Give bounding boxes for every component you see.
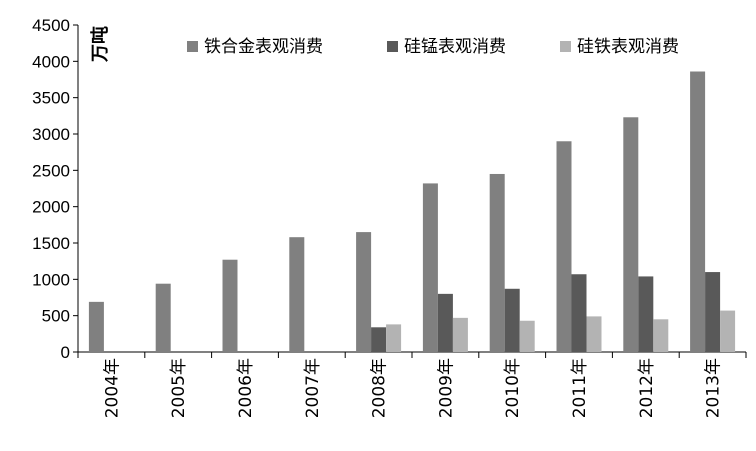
x-tick-label: 2011年 <box>570 358 590 418</box>
bar-3 <box>519 320 535 352</box>
y-tick-label: 1500 <box>32 234 70 253</box>
bar-3 <box>720 310 736 352</box>
x-tick-label: 2009年 <box>436 358 456 418</box>
bar-1 <box>289 237 305 352</box>
y-tick-label: 3000 <box>32 125 70 144</box>
x-tick-label: 2005年 <box>169 358 189 418</box>
bar-1 <box>422 183 438 352</box>
bar-1 <box>356 232 372 352</box>
bar-2 <box>437 293 453 352</box>
legend-swatch <box>187 41 198 52</box>
y-tick-label: 4000 <box>32 52 70 71</box>
bar-1 <box>690 71 706 353</box>
bar-2 <box>638 276 654 352</box>
legend: 铁合金表观消费 硅锰表观消费 硅铁表观消费 <box>187 37 679 57</box>
legend-swatch <box>387 41 398 52</box>
y-tick-label: 0 <box>61 343 70 362</box>
bar-3 <box>386 324 402 352</box>
bar-2 <box>371 327 387 352</box>
bar-3 <box>653 319 669 352</box>
legend-label: 铁合金表观消费 <box>204 37 323 57</box>
bar-3 <box>452 317 468 352</box>
bar-1 <box>222 259 238 352</box>
bar-2 <box>504 288 520 352</box>
y-tick-label: 2500 <box>32 161 70 180</box>
y-axis-unit-label: 万吨 <box>89 26 111 63</box>
bar-1 <box>88 301 104 352</box>
legend-label: 硅锰表观消费 <box>404 37 506 57</box>
bars <box>88 71 736 353</box>
x-tick-label: 2013年 <box>704 358 724 418</box>
bar-1 <box>155 283 171 352</box>
x-tick-label: 2007年 <box>303 358 323 418</box>
x-tick-label: 2012年 <box>637 358 657 418</box>
x-tick-label: 2004年 <box>102 358 122 418</box>
bar-2 <box>705 272 721 352</box>
y-tick-label: 3500 <box>32 89 70 108</box>
bar-2 <box>571 274 587 352</box>
legend-swatch <box>560 41 571 52</box>
bar-1 <box>489 173 505 352</box>
y-tick-label: 4500 <box>32 16 70 35</box>
y-tick-label: 500 <box>42 307 70 326</box>
bar-1 <box>556 141 572 352</box>
y-tick-label: 2000 <box>32 198 70 217</box>
y-tick-labels: 0 500 1000 1500 2000 2500 3000 3500 4000 4500 <box>32 16 70 362</box>
legend-label: 硅铁表观消费 <box>577 37 679 57</box>
x-tick-label: 2010年 <box>503 358 523 418</box>
x-tick-labels: 2004年 2005年 2006年 2007年 2008年 2009年 2010年 2011年… <box>102 358 723 418</box>
x-tick-label: 2008年 <box>370 358 390 418</box>
bar-3 <box>586 316 602 352</box>
bar-1 <box>623 117 639 352</box>
x-tick-label: 2006年 <box>236 358 256 418</box>
y-tick-label: 1000 <box>32 270 70 289</box>
